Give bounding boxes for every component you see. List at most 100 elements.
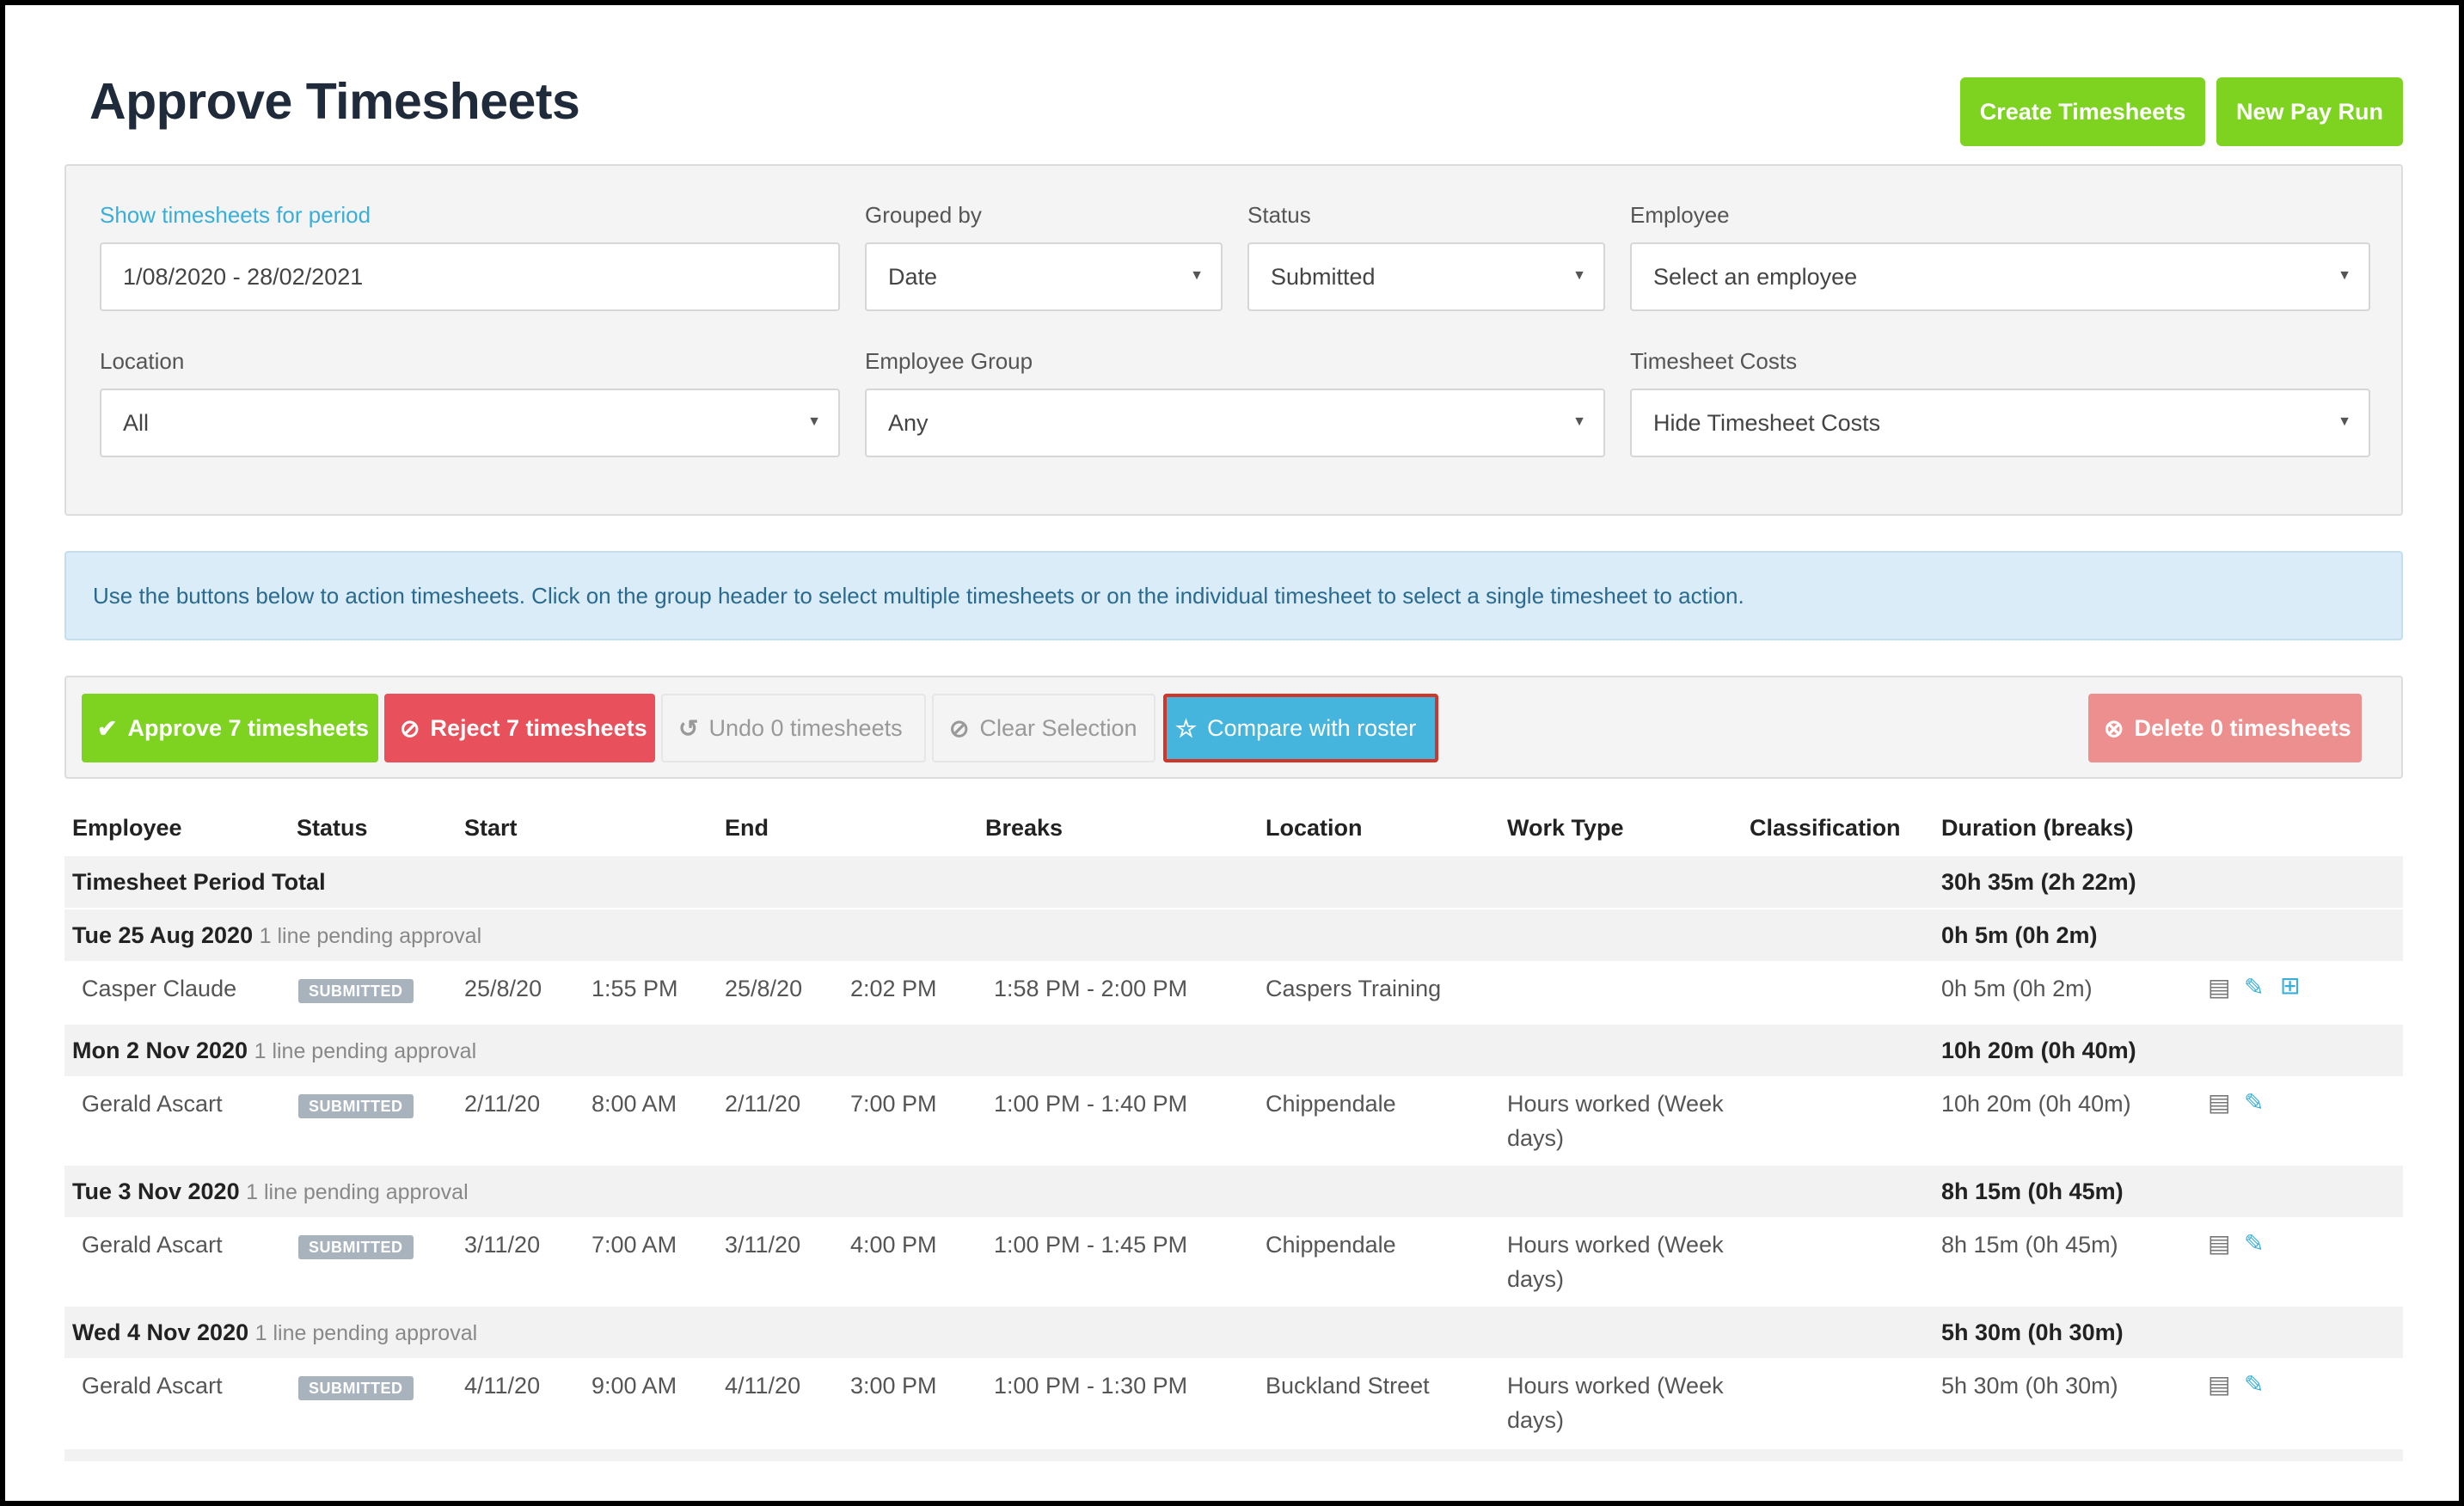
cell-start-date: 3/11/20 — [464, 1232, 541, 1258]
grouped-by-select[interactable]: Date ▼ — [865, 242, 1223, 311]
cell-duration: 10h 20m (0h 40m) — [1941, 1091, 2131, 1117]
period-label[interactable]: Show timesheets for period — [100, 202, 371, 228]
cell-duration: 8h 15m (0h 45m) — [1941, 1232, 2118, 1258]
pencil-icon[interactable]: ✎ — [2244, 1089, 2265, 1116]
status-select[interactable]: Submitted ▼ — [1247, 242, 1605, 311]
cell-breaks: 1:00 PM - 1:45 PM — [994, 1232, 1188, 1258]
period-total-duration: 30h 35m (2h 22m) — [1941, 869, 2136, 895]
group-duration: 8h 15m (0h 45m) — [1941, 1178, 2124, 1204]
pencil-icon[interactable]: ✎ — [2244, 974, 2265, 1001]
notes-icon[interactable]: ▤ — [2208, 1371, 2231, 1398]
cell-duration: 0h 5m (0h 2m) — [1941, 976, 2093, 1001]
cell-work-type-line-2: days) — [1507, 1266, 1565, 1292]
notes-icon[interactable]: ▤ — [2208, 1230, 2231, 1257]
clear-selection-button[interactable]: ⊘ Clear Selection — [932, 694, 1155, 762]
cell-end-time: 7:00 PM — [850, 1091, 937, 1117]
group-date-text: Wed 4 Nov 2020 — [72, 1319, 249, 1345]
timesheet-costs-select[interactable]: Hide Timesheet Costs ▼ — [1630, 389, 2370, 457]
ban-icon: ⊘ — [949, 714, 970, 742]
group-header[interactable]: Tue 25 Aug 2020 1 line pending approval … — [64, 909, 2403, 961]
timesheet-costs-label: Timesheet Costs — [1630, 348, 1798, 374]
table-row[interactable]: Gerald Ascart SUBMITTED 3/11/20 7:00 AM … — [64, 1217, 2403, 1308]
status-badge: SUBMITTED — [298, 1376, 414, 1400]
table-row[interactable]: Gerald Ascart SUBMITTED 4/11/20 9:00 AM … — [64, 1358, 2403, 1449]
group-header[interactable]: Mon 2 Nov 2020 1 line pending approval 1… — [64, 1025, 2403, 1076]
grouped-by-value: Date — [888, 263, 938, 290]
period-input[interactable]: 1/08/2020 - 28/02/2021 — [100, 242, 840, 311]
caret-down-icon: ▼ — [1572, 414, 1586, 429]
table-row[interactable]: Gerald Ascart SUBMITTED 2/11/20 8:00 AM … — [64, 1076, 2403, 1167]
employee-group-select[interactable]: Any ▼ — [865, 389, 1605, 457]
cell-location: Chippendale — [1266, 1232, 1396, 1258]
star-icon: ☆ — [1175, 714, 1198, 742]
cell-end-time: 2:02 PM — [850, 976, 937, 1001]
cell-start-time: 7:00 AM — [591, 1232, 677, 1258]
status-badge: SUBMITTED — [298, 1094, 414, 1118]
col-location: Location — [1266, 815, 1363, 841]
cell-end-date: 2/11/20 — [725, 1091, 801, 1117]
page-title: Approve Timesheets — [89, 73, 580, 130]
status-label: Status — [1247, 202, 1311, 228]
period-total-row[interactable]: Timesheet Period Total 30h 35m (2h 22m) — [64, 856, 2403, 908]
period-value: 1/08/2020 - 28/02/2021 — [123, 263, 364, 290]
undo-label: Undo 0 timesheets — [708, 714, 903, 741]
employee-value: Select an employee — [1653, 263, 1858, 290]
col-work-type: Work Type — [1507, 815, 1624, 841]
create-timesheets-button[interactable]: Create Timesheets — [1960, 77, 2205, 146]
cell-end-time: 4:00 PM — [850, 1232, 937, 1258]
col-start: Start — [464, 815, 518, 841]
table-row[interactable]: Casper Claude SUBMITTED 25/8/20 1:55 PM … — [64, 961, 2403, 1026]
approve-button[interactable]: ✔ Approve 7 timesheets — [82, 694, 378, 762]
compare-with-roster-button[interactable]: ☆ Compare with roster — [1163, 694, 1438, 762]
delete-label: Delete 0 timesheets — [2134, 714, 2351, 741]
new-pay-run-button[interactable]: New Pay Run — [2216, 77, 2403, 146]
cell-work-type-line-1: Hours worked (Week — [1507, 1373, 1724, 1399]
caret-down-icon: ▼ — [2338, 268, 2351, 283]
cell-start-time: 8:00 AM — [591, 1091, 677, 1117]
cell-end-time: 3:00 PM — [850, 1373, 937, 1399]
action-toolbar: ✔ Approve 7 timesheets ⊘ Reject 7 timesh… — [64, 676, 2403, 779]
notes-icon[interactable]: ▤ — [2208, 974, 2231, 1001]
cell-start-time: 1:55 PM — [591, 976, 678, 1001]
group-header[interactable]: Wed 4 Nov 2020 1 line pending approval 5… — [64, 1307, 2403, 1358]
reject-button[interactable]: ⊘ Reject 7 timesheets — [384, 694, 655, 762]
check-circle-icon: ✔ — [97, 714, 118, 742]
status-badge: SUBMITTED — [298, 979, 414, 1003]
cell-employee: Gerald Ascart — [82, 1373, 223, 1399]
col-duration: Duration (breaks) — [1941, 815, 2134, 841]
pending-text: 1 line pending approval — [254, 1039, 477, 1063]
cell-work-type-line-1: Hours worked (Week — [1507, 1091, 1724, 1117]
cell-end-date: 25/8/20 — [725, 976, 803, 1001]
cell-duration: 5h 30m (0h 30m) — [1941, 1373, 2118, 1399]
employee-group-value: Any — [888, 409, 929, 436]
col-classification: Classification — [1750, 815, 1901, 841]
ban-icon: ⊘ — [400, 714, 420, 742]
pending-text: 1 line pending approval — [259, 924, 482, 948]
undo-button[interactable]: ↺ Undo 0 timesheets — [661, 694, 926, 762]
roster-compare-icon[interactable]: ⊞ — [2280, 972, 2301, 999]
group-header[interactable]: Tue 3 Nov 2020 1 line pending approval 8… — [64, 1166, 2403, 1217]
group-duration: 0h 5m (0h 2m) — [1941, 922, 2098, 948]
cell-end-date: 4/11/20 — [725, 1373, 801, 1399]
cell-start-date: 25/8/20 — [464, 976, 542, 1001]
cell-employee: Gerald Ascart — [82, 1232, 223, 1258]
group-date: Tue 25 Aug 2020 1 line pending approval — [72, 918, 481, 953]
group-duration: 5h 30m (0h 30m) — [1941, 1319, 2124, 1345]
grouped-by-label: Grouped by — [865, 202, 982, 228]
location-select[interactable]: All ▼ — [100, 389, 840, 457]
cell-location: Chippendale — [1266, 1091, 1396, 1117]
timesheet-costs-value: Hide Timesheet Costs — [1653, 409, 1881, 436]
group-date-text: Tue 3 Nov 2020 — [72, 1178, 240, 1204]
pencil-icon[interactable]: ✎ — [2244, 1230, 2265, 1257]
cell-employee: Casper Claude — [82, 976, 237, 1001]
status-value: Submitted — [1271, 263, 1376, 290]
employee-select[interactable]: Select an employee ▼ — [1630, 242, 2370, 311]
pencil-icon[interactable]: ✎ — [2244, 1371, 2265, 1398]
notes-icon[interactable]: ▤ — [2208, 1089, 2231, 1116]
caret-down-icon: ▼ — [1190, 268, 1204, 283]
group-date: Mon 2 Nov 2020 1 line pending approval — [72, 1033, 476, 1068]
group-date: Tue 3 Nov 2020 1 line pending approval — [72, 1174, 469, 1209]
delete-button[interactable]: ⊗ Delete 0 timesheets — [2088, 694, 2362, 762]
filters-panel: Show timesheets for period 1/08/2020 - 2… — [64, 164, 2403, 516]
cell-employee: Gerald Ascart — [82, 1091, 223, 1117]
